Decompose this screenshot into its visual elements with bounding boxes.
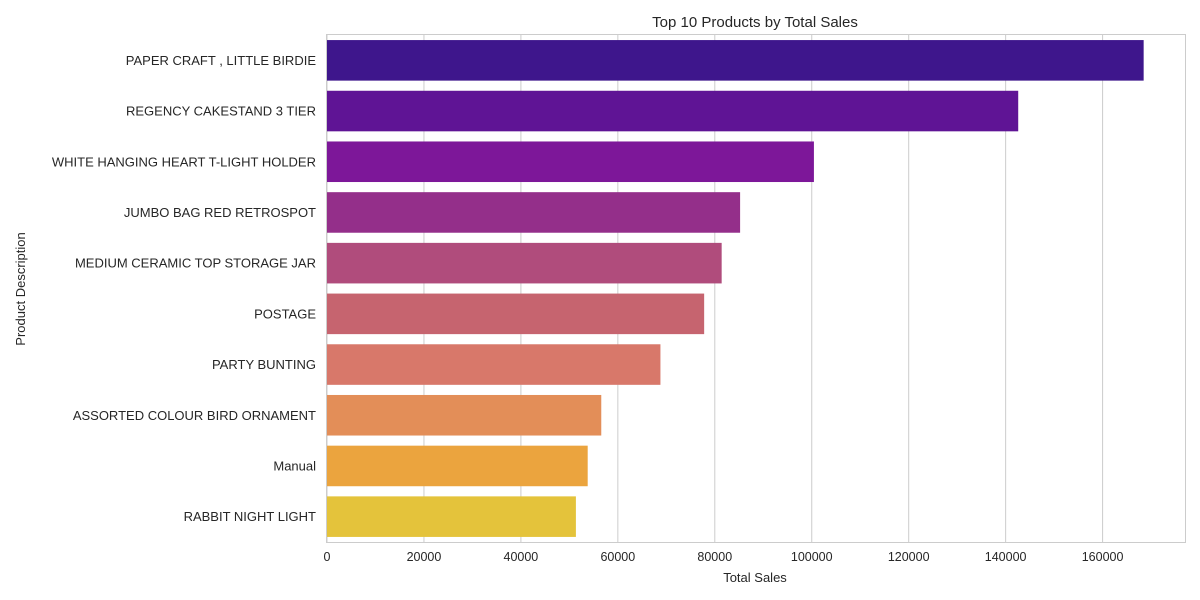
bar	[327, 242, 722, 284]
x-tick-label: 140000	[985, 550, 1027, 564]
bar	[327, 141, 814, 183]
x-tick-label: 20000	[407, 550, 442, 564]
x-tick-label: 80000	[697, 550, 732, 564]
y-tick-label: JUMBO BAG RED RETROSPOT	[124, 205, 316, 220]
bars	[327, 40, 1144, 537]
x-tick-label: 40000	[504, 550, 539, 564]
bar	[327, 394, 602, 436]
x-tick-label: 160000	[1082, 550, 1124, 564]
bar	[327, 344, 661, 385]
bar	[327, 293, 705, 335]
chart-title: Top 10 Products by Total Sales	[652, 14, 858, 31]
bar	[327, 192, 741, 233]
y-axis-ticks: PAPER CRAFT , LITTLE BIRDIE REGENCY CAKES…	[52, 53, 316, 524]
y-axis-label: Product Description	[13, 232, 28, 345]
y-tick-label: WHITE HANGING HEART T-LIGHT HOLDER	[52, 154, 316, 169]
bar	[327, 445, 588, 487]
y-tick-label: ASSORTED COLOUR BIRD ORNAMENT	[73, 408, 316, 423]
y-tick-label: PARTY BUNTING	[212, 357, 316, 372]
x-tick-label: 120000	[888, 550, 930, 564]
bar	[327, 90, 1019, 132]
bar	[327, 40, 1144, 81]
x-axis-label: Total Sales	[723, 570, 787, 585]
bar	[327, 496, 576, 537]
plot-frame	[326, 34, 1186, 543]
x-tick-label: 60000	[600, 550, 635, 564]
y-tick-label: PAPER CRAFT , LITTLE BIRDIE	[126, 53, 317, 68]
y-tick-label: RABBIT NIGHT LIGHT	[184, 509, 316, 524]
y-tick-label: MEDIUM CERAMIC TOP STORAGE JAR	[75, 256, 316, 271]
x-tick-label: 100000	[791, 550, 833, 564]
y-tick-label: Manual	[273, 458, 316, 473]
x-axis-ticks: 0 20000 40000 60000 80000 100000 120000 140000 1…	[324, 550, 1124, 564]
y-tick-label: POSTAGE	[254, 306, 316, 321]
y-tick-label: REGENCY CAKESTAND 3 TIER	[126, 104, 316, 119]
x-tick-label: 0	[324, 550, 331, 564]
